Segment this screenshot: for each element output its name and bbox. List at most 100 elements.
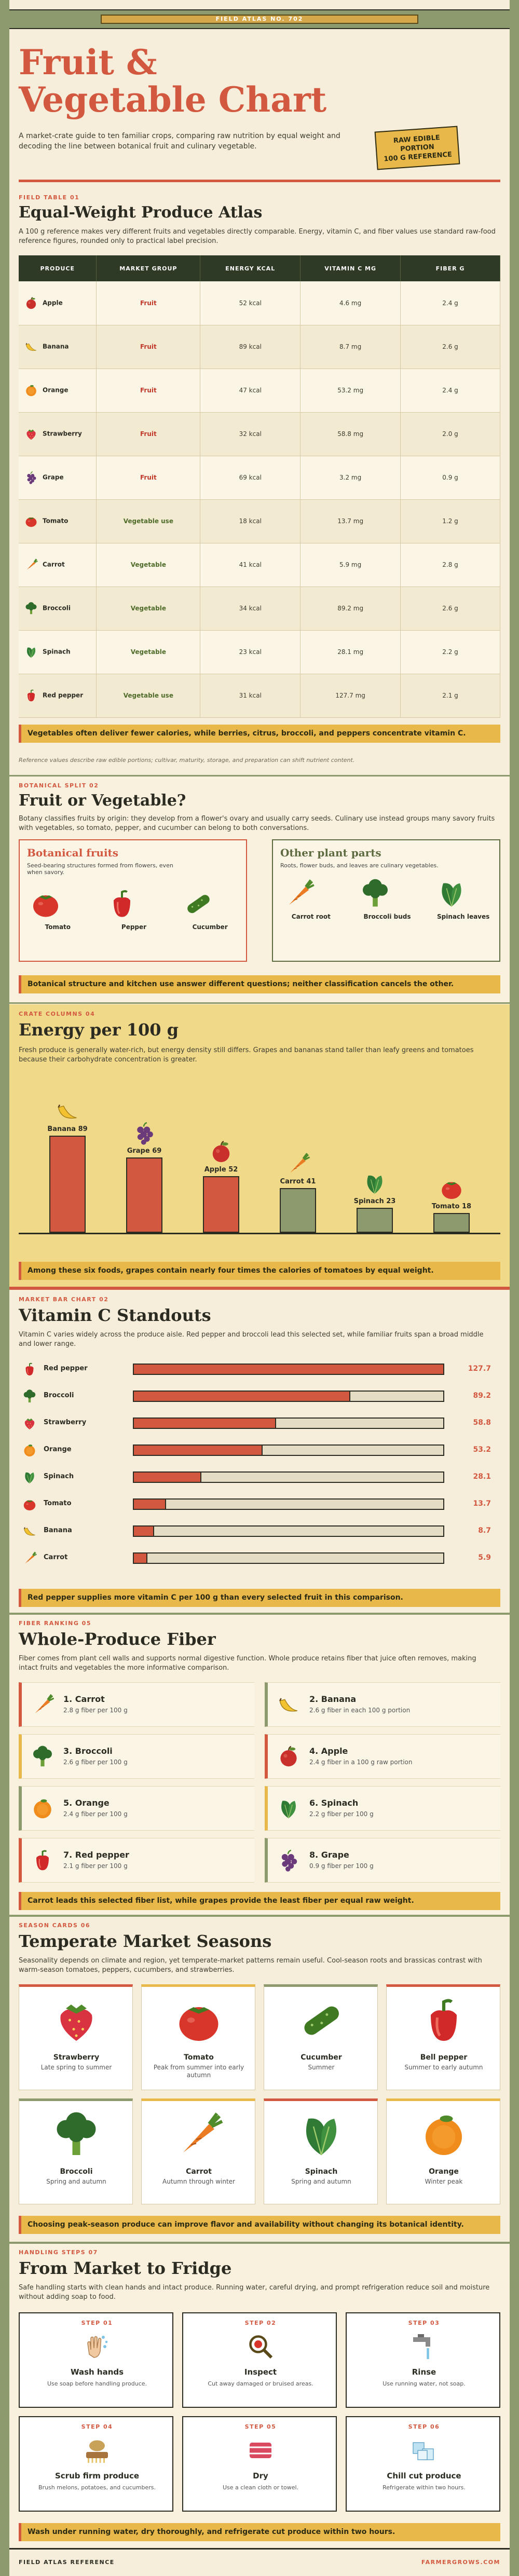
step-number: STEP 06 — [408, 2423, 440, 2430]
carrot-icon — [22, 1550, 37, 1566]
produce-cell: Tomato — [19, 499, 97, 543]
towel-icon — [245, 2435, 276, 2466]
fiber-rank: 2. Banana — [309, 1694, 357, 1704]
fiber-card: 8. Grape 0.9 g fiber per 100 g — [265, 1838, 500, 1883]
vitc-value-label: 53.2 — [473, 1446, 491, 1454]
apple-icon — [24, 296, 38, 310]
banana-icon — [24, 339, 38, 354]
footer-link[interactable]: FARMERGROWS.COM — [421, 2559, 500, 2566]
energy-bar — [49, 1136, 86, 1233]
table-row: Strawberry Fruit 32 kcal 58.8 mg 2.0 g — [19, 412, 500, 456]
ice-icon — [408, 2435, 440, 2466]
step-card: STEP 06 Chill cut produce Refrigerate with… — [346, 2416, 500, 2512]
grape-icon — [276, 1848, 301, 1873]
tomato-icon — [173, 1994, 225, 2046]
energy-bar-label: Banana 89 — [47, 1125, 88, 1134]
pepper-icon — [105, 887, 162, 920]
tomato-icon — [439, 1176, 465, 1202]
pepper-icon — [30, 1848, 55, 1873]
energy-bar — [357, 1207, 393, 1233]
step-number: STEP 03 — [408, 2320, 440, 2326]
spinach-icon — [362, 1170, 388, 1196]
handling-section: HANDLING STEPS 07 From Market to Fridge … — [9, 2242, 510, 2548]
tomato-icon — [22, 1496, 37, 1512]
footer-left: FIELD ATLAS REFERENCE — [19, 2559, 115, 2566]
fiber-sub: 0.9 g fiber per 100 g — [309, 1862, 374, 1870]
market-group-cell: Fruit — [96, 456, 201, 499]
handling-desc: Safe handling starts with clean hands an… — [19, 2284, 490, 2301]
broccoli-icon — [22, 1388, 37, 1404]
produce-name: Carrot — [43, 561, 65, 568]
vitc-value-label: 8.7 — [478, 1526, 491, 1535]
broccoli-icon — [24, 601, 38, 616]
section-divider — [9, 1287, 510, 1290]
produce-cell: Carrot — [19, 543, 97, 587]
footer: FIELD ATLAS REFERENCE FARMERGROWS.COM — [9, 2548, 510, 2576]
energy-bar-label: Grape 69 — [127, 1147, 162, 1155]
right-card-items: Carrot root Broccoli buds Spinach leaves — [273, 877, 501, 955]
grape-icon — [24, 470, 38, 485]
carrot-icon — [285, 1151, 311, 1177]
topbar: FIELD ATLAS NO. 702 — [9, 9, 510, 29]
season-card: Cucumber Summer — [264, 1984, 378, 2090]
fiber-rank: 1. Carrot — [63, 1694, 105, 1704]
fiber-section: FIBER RANKING 05 Whole-Produce Fiber Fib… — [9, 1613, 510, 1915]
botany-section: BOTANICAL SPLIT 02 Fruit or Vegetable? B… — [9, 777, 510, 1004]
energy-chart: Banana 89 Grape 69 Apple 52 Carrot 41 Spinac… — [19, 1077, 500, 1259]
energy-callout: Among these six foods, grapes contain ne… — [19, 1262, 500, 1280]
table-row: Tomato Vegetable use 18 kcal 13.7 mg 1.2 g — [19, 499, 500, 543]
table-row: Red pepper Vegetable use 31 kcal 127.7 mg 2.… — [19, 674, 500, 717]
fiber-grid: 1. Carrot 2.8 g fiber per 100 g 2. Banana 2… — [19, 1682, 500, 1890]
atlas-callout: Vegetables often deliver fewer calories,… — [19, 725, 500, 743]
market-group-cell: Fruit — [96, 281, 201, 325]
faucet-icon — [408, 2331, 440, 2362]
spinach-icon — [295, 2108, 347, 2160]
vitc-value-label: 127.7 — [468, 1365, 491, 1373]
vitc-category-label: Carrot — [44, 1553, 68, 1561]
section-divider — [9, 1002, 510, 1004]
energy-cell: 52 kcal — [200, 281, 301, 325]
fiber-rank: 4. Apple — [309, 1746, 348, 1756]
pepper-icon — [22, 1361, 37, 1377]
fiber-cell: 2.6 g — [400, 587, 500, 630]
botany-callout: Botanical structure and kitchen use answ… — [19, 975, 500, 993]
produce-name: Orange — [43, 386, 69, 394]
right-card-desc: Roots, flower buds, and leaves are culin… — [280, 862, 439, 869]
market-group-cell: Fruit — [96, 369, 201, 412]
left-card-items: Tomato Pepper Cucumber — [20, 887, 248, 955]
step-title: Chill cut produce — [387, 2471, 461, 2480]
produce-name: Grape — [43, 473, 64, 481]
vitamin-c-cell: 53.2 mg — [300, 369, 401, 412]
vitc-value-label: 58.8 — [473, 1419, 491, 1427]
energy-desc: Fresh produce is generally water-rich, b… — [19, 1046, 474, 1064]
vitc-value-label: 5.9 — [478, 1553, 491, 1562]
season-range: Winter peak — [425, 2178, 463, 2185]
fiber-sub: 2.4 g fiber in a 100 g raw portion — [309, 1759, 413, 1766]
botany-item: Pepper — [105, 887, 162, 931]
vitamin-c-cell: 8.7 mg — [300, 325, 401, 369]
vitc-callout: Red pepper supplies more vitamin C per 1… — [19, 1589, 500, 1607]
season-name: Orange — [429, 2168, 459, 2176]
step-title: Rinse — [412, 2367, 436, 2377]
step-sub: Use soap before handling produce. — [47, 2380, 147, 2387]
tomato-icon — [29, 887, 86, 920]
fiber-cell: 2.8 g — [400, 543, 500, 587]
energy-cell: 69 kcal — [200, 456, 301, 499]
botany-item: Tomato — [29, 887, 86, 931]
fiber-callout: Carrot leads this selected fiber list, w… — [19, 1892, 500, 1910]
orange-icon — [22, 1442, 37, 1458]
other-plant-parts-card: Other plant parts Roots, flower buds, an… — [272, 839, 500, 962]
produce-name: Broccoli — [43, 604, 71, 612]
brush-icon — [81, 2435, 113, 2466]
season-range: Late spring to summer — [40, 2064, 112, 2071]
fiber-sub: 2.2 g fiber per 100 g — [309, 1810, 374, 1818]
energy-bar — [280, 1188, 316, 1233]
carrot-icon — [24, 557, 38, 572]
fiber-card: 6. Spinach 2.2 g fiber per 100 g — [265, 1786, 500, 1831]
produce-name: Strawberry — [43, 430, 82, 438]
season-card: Orange Winter peak — [386, 2098, 500, 2204]
botany-item-label: Pepper — [121, 923, 147, 931]
strawberry-icon — [50, 1994, 102, 2046]
season-card: Strawberry Late spring to summer — [19, 1984, 133, 2090]
market-group-cell: Vegetable — [96, 630, 201, 674]
